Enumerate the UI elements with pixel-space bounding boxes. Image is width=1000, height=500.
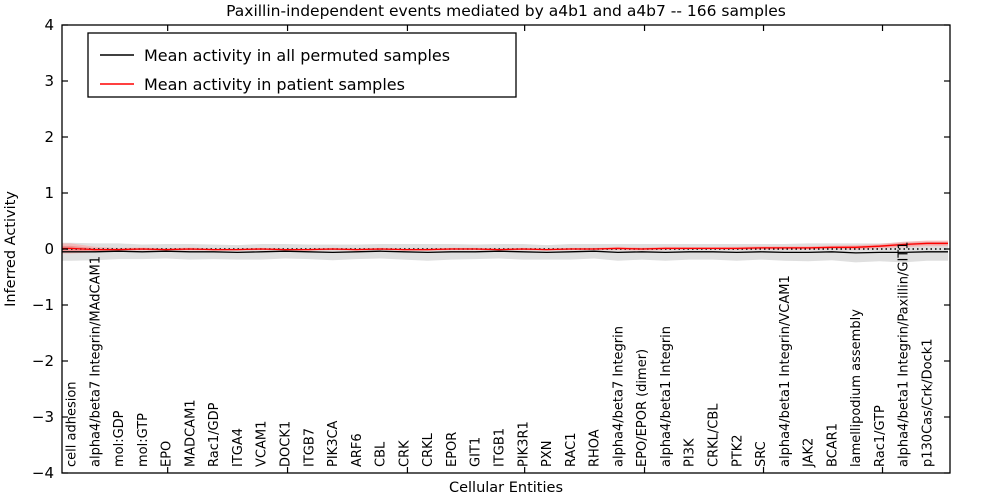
- x-category-label: JAK2: [802, 438, 817, 468]
- x-category-label: ARF6: [350, 433, 365, 467]
- x-category-label: ITGA4: [231, 428, 246, 467]
- x-category-label: ITGB1: [493, 428, 508, 467]
- legend-box: [87, 32, 517, 98]
- x-category-label: alpha4/beta1 Integrin: [659, 326, 674, 467]
- x-category-label: EPOR: [445, 432, 460, 467]
- x-category-label: EPO/EPOR (dimer): [635, 349, 650, 467]
- y-tick-label: 3: [44, 72, 54, 90]
- x-category-label: EPO: [160, 441, 175, 467]
- x-category-label: mol:GTP: [136, 413, 151, 467]
- x-category-label: BCAR1: [825, 423, 840, 467]
- x-category-label: alpha4/beta1 Integrin/VCAM1: [778, 275, 793, 467]
- x-category-label: CBL: [374, 441, 389, 467]
- x-category-label: alpha4/beta7 Integrin/MAdCAM1: [88, 256, 103, 467]
- plot-layer: [62, 240, 948, 263]
- patient-mean-line: [62, 242, 948, 251]
- x-category-label: PI3K: [683, 438, 698, 467]
- x-category-label: CRK: [397, 440, 412, 467]
- x-category-label: cell adhesion: [65, 381, 80, 467]
- tick-layer: −4 −3 −2 −1 0 1 2 3 4 cell adhesion alpha4/beta7 I…: [32, 16, 950, 482]
- x-category-label: alpha4/beta1 Integrin/Paxillin/GIT1: [897, 241, 912, 467]
- x-category-label: p130Cas/Crk/Dock1: [921, 338, 936, 467]
- legend-label-permuted: Mean activity in all permuted samples: [144, 46, 450, 65]
- x-category-label: Rac1/GTP: [873, 405, 888, 467]
- y-tick-label: 0: [44, 240, 54, 258]
- x-category-label: PIK3CA: [326, 420, 341, 467]
- y-tick-label: −1: [32, 296, 54, 314]
- x-category-label: PTK2: [730, 434, 745, 467]
- x-category-label: mol:GDP: [112, 410, 127, 467]
- x-category-label: RHOA: [588, 429, 603, 467]
- y-tick-label: −2: [32, 352, 54, 370]
- y-tick-label: 2: [44, 128, 54, 146]
- y-tick-label: −4: [32, 464, 54, 482]
- x-category-label: PIK3R1: [516, 421, 531, 467]
- x-category-label: CRKL/CBL: [707, 403, 722, 467]
- legend-label-patient: Mean activity in patient samples: [144, 75, 405, 94]
- x-category-label: MADCAM1: [183, 399, 198, 467]
- x-category-label: lamellipodium assembly: [849, 309, 864, 467]
- x-category-label: ITGB7: [302, 428, 317, 467]
- x-category-label: GIT1: [469, 437, 484, 467]
- y-tick-label: 4: [44, 16, 54, 34]
- x-axis-label: Cellular Entities: [449, 480, 563, 496]
- x-category-label: VCAM1: [255, 421, 270, 467]
- permuted-mean-line: [62, 250, 948, 254]
- x-category-label: SRC: [754, 441, 769, 467]
- x-category-label: PXN: [540, 441, 555, 467]
- x-category-label: DOCK1: [279, 421, 294, 467]
- axes-frame: [61, 24, 951, 474]
- y-tick-label: 1: [44, 184, 54, 202]
- x-category-label: CRKL: [421, 432, 436, 467]
- y-axis-label: Inferred Activity: [3, 191, 19, 307]
- y-tick-label: −3: [32, 408, 54, 426]
- legend: Mean activity in all permuted samples Me…: [87, 32, 517, 98]
- patient-std-band: [62, 240, 948, 254]
- x-category-label: Rac1/GDP: [207, 402, 222, 467]
- chart-title: Paxillin-independent events mediated by …: [226, 2, 786, 20]
- x-category-label: RAC1: [564, 432, 579, 467]
- x-category-label: alpha4/beta7 Integrin: [611, 326, 626, 467]
